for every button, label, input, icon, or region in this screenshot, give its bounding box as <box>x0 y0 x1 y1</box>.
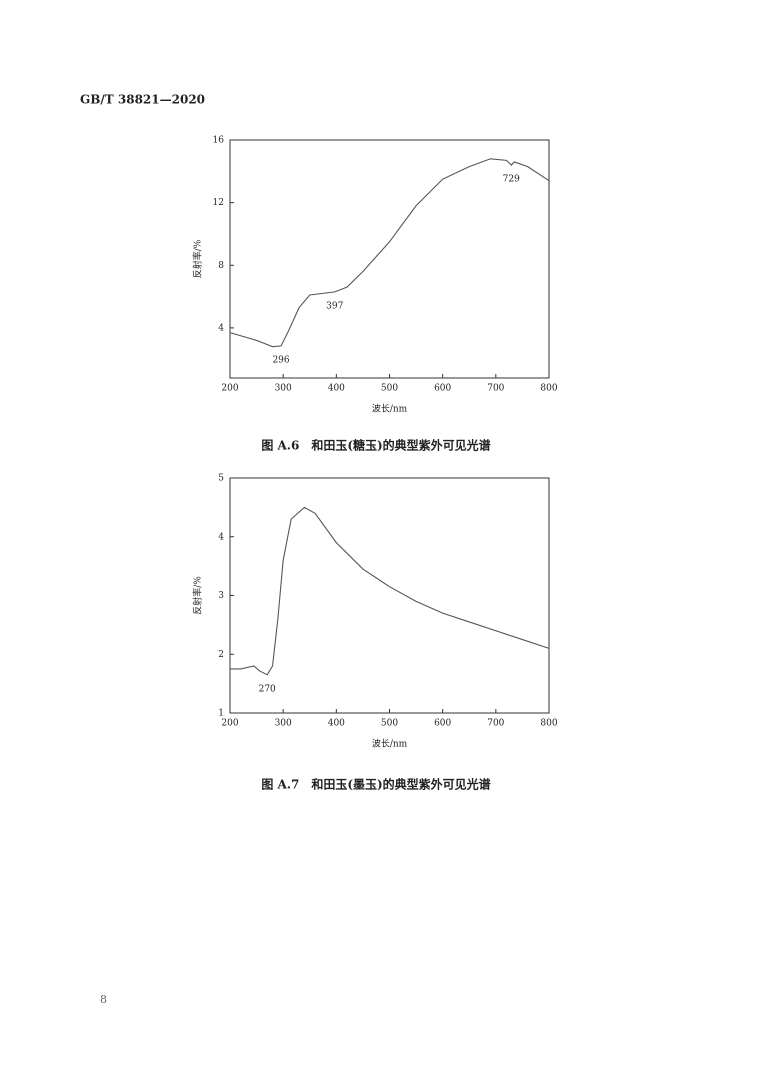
y-tick-label: 16 <box>213 136 225 146</box>
peak-label: 270 <box>259 684 276 694</box>
x-tick-label: 200 <box>221 384 238 394</box>
y-tick-label: 4 <box>218 532 224 542</box>
y-tick-label: 8 <box>218 261 224 271</box>
x-tick-label: 300 <box>275 384 292 394</box>
x-tick-label: 700 <box>487 384 504 394</box>
x-tick-label: 600 <box>434 384 451 394</box>
page-number: 8 <box>100 993 107 1006</box>
x-tick-label: 800 <box>540 384 557 394</box>
y-tick-label: 12 <box>213 198 224 208</box>
peak-label: 729 <box>503 175 520 185</box>
y-axis-label: 反射率/% <box>192 576 204 615</box>
x-tick-label: 700 <box>487 719 504 729</box>
x-axis-label: 波长/nm <box>372 403 408 415</box>
spectrum-line <box>229 158 550 348</box>
x-tick-label: 200 <box>221 719 238 729</box>
y-axis-label: 反射率/% <box>192 239 204 278</box>
x-axis-label: 波长/nm <box>372 738 408 750</box>
x-tick-label: 400 <box>328 384 345 394</box>
y-tick-label: 2 <box>218 650 224 660</box>
y-tick-label: 5 <box>218 474 224 484</box>
spectrum-line <box>230 506 550 676</box>
y-tick-label: 4 <box>218 323 224 333</box>
figure-caption: 图 A.6 和田玉(糖玉)的典型紫外可见光谱 <box>261 438 490 453</box>
y-tick-label: 3 <box>218 591 224 601</box>
x-tick-label: 800 <box>540 719 557 729</box>
figure-caption: 图 A.7 和田玉(墨玉)的典型紫外可见光谱 <box>261 777 490 792</box>
x-tick-label: 600 <box>434 719 451 729</box>
header: GB/T 38821—2020 <box>80 93 205 107</box>
peak-label: 397 <box>326 301 343 311</box>
x-tick-label: 400 <box>328 719 345 729</box>
x-tick-label: 300 <box>275 719 292 729</box>
peak-label: 296 <box>272 355 289 365</box>
x-tick-label: 500 <box>381 384 398 394</box>
x-tick-label: 500 <box>381 719 398 729</box>
y-tick-label: 1 <box>218 709 224 719</box>
